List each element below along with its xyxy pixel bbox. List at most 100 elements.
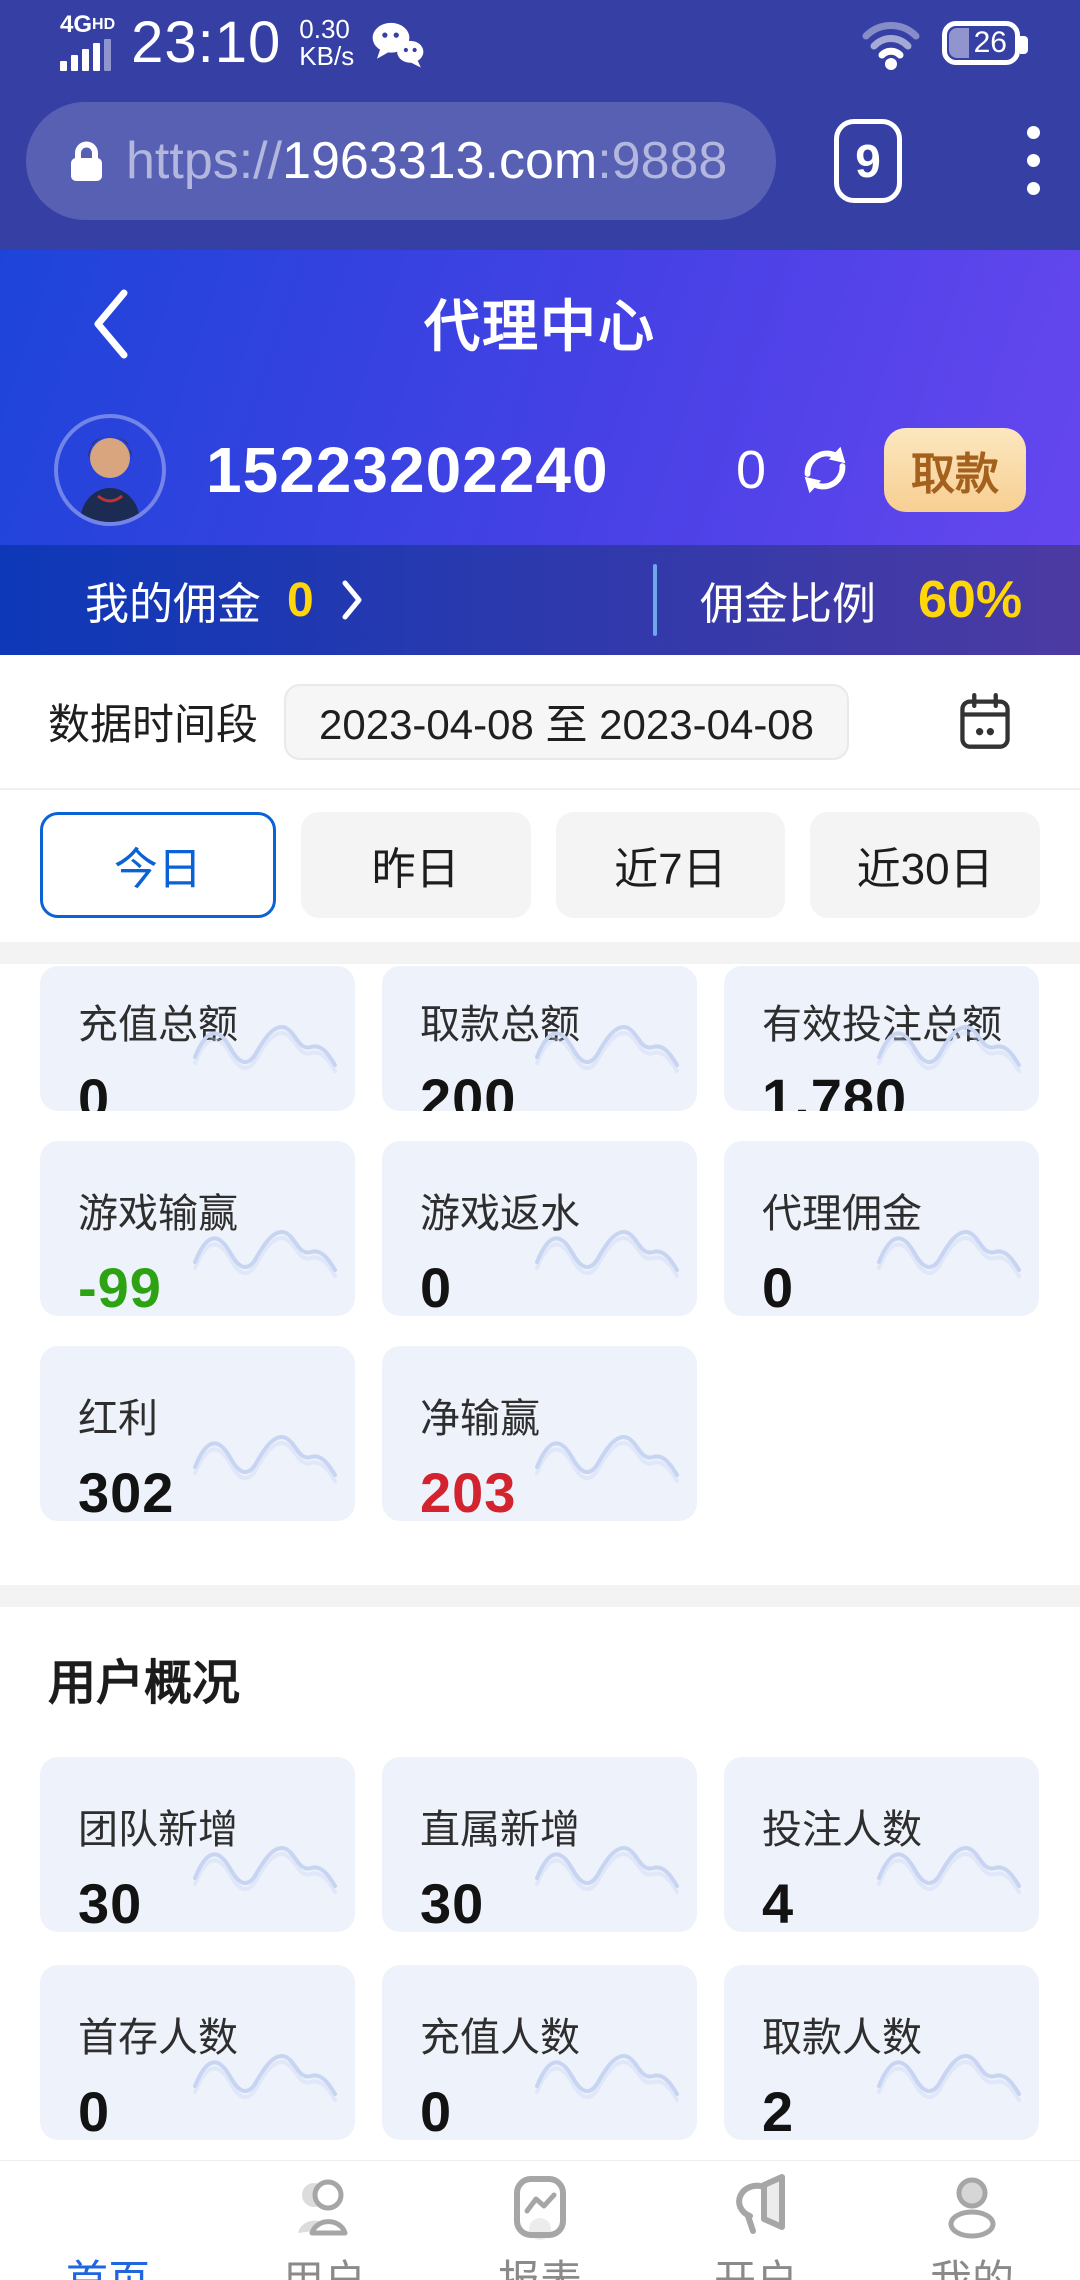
browser-menu-button[interactable] (1021, 120, 1046, 201)
stat-value: 200 (420, 1067, 517, 1111)
nav-label: 开户 (714, 2247, 798, 2280)
nav-home[interactable]: 首页 (0, 2161, 216, 2280)
person-icon (948, 2177, 996, 2239)
sparkline-decoration (877, 1845, 1021, 1894)
sparkline-decoration (877, 2053, 1021, 2102)
stat-label: 游戏输赢 (78, 1192, 238, 1236)
browser-address-bar: https://1963313.com:9888 9 (0, 85, 1080, 250)
nav-open-account[interactable]: 开户 (648, 2161, 864, 2280)
nav-reports[interactable]: 报表 (432, 2161, 648, 2280)
user-overview-grid: 团队新增 30 直属新增 30 投注人数 4 首存人数 0 充值人数 0 取款人… (0, 1757, 1080, 2140)
my-commission-entry[interactable]: 我的佣金 0 (0, 568, 364, 632)
sparkline-decoration (535, 2053, 679, 2102)
stat-label: 团队新增 (78, 1808, 238, 1852)
stat-card: 代理佣金 0 (724, 1141, 1039, 1316)
date-filter-row: 数据时间段 2023-04-08 至 2023-04-08 (0, 655, 1080, 790)
date-range-input[interactable]: 2023-04-08 至 2023-04-08 (284, 683, 850, 760)
avatar-image (58, 418, 162, 522)
stat-card: 游戏输赢 -99 (40, 1141, 355, 1316)
stat-label: 净输赢 (420, 1397, 540, 1441)
stat-card: 取款人数 2 (724, 1965, 1039, 2140)
stat-label: 首存人数 (78, 2016, 238, 2060)
account-phone-number: 15223202240 (206, 434, 609, 506)
network-type-label: 4G (60, 11, 93, 38)
nav-users[interactable]: 用户 (216, 2161, 432, 2280)
sparkline-decoration (535, 1024, 679, 1073)
sparkline-decoration (877, 1229, 1021, 1278)
balance-value: 0 (735, 440, 766, 500)
stat-card: 直属新增 30 (382, 1757, 697, 1932)
stat-value: 2 (762, 2080, 795, 2140)
hd-badge: HD (92, 16, 116, 33)
withdraw-button[interactable]: 取款 (884, 428, 1026, 512)
tab-last30days[interactable]: 近30日 (810, 812, 1040, 918)
stat-value: 4 (762, 1872, 795, 1932)
stat-card: 充值总额 0 (40, 966, 355, 1111)
stat-label: 游戏返水 (420, 1192, 580, 1236)
wechat-icon (372, 22, 424, 67)
sparkline-decoration (877, 1024, 1021, 1073)
sparkline-decoration (535, 1434, 679, 1483)
tab-today[interactable]: 今日 (40, 812, 276, 918)
section-divider (0, 942, 1080, 964)
title-bar: 代理中心 (0, 250, 1080, 395)
stat-label: 取款人数 (762, 2016, 922, 2060)
avatar[interactable] (54, 414, 166, 526)
commission-ratio: 佣金比例 60% (700, 568, 1022, 632)
url-text: https://1963313.com:9888 (126, 131, 727, 191)
cellular-signal-icon: 4GHD (60, 11, 116, 71)
battery-icon: 26 (942, 20, 1028, 65)
battery-percent: 26 (973, 25, 1007, 59)
refresh-icon[interactable] (794, 439, 856, 501)
stat-value: 1,780 (762, 1067, 908, 1111)
tab-last7days[interactable]: 近7日 (555, 812, 786, 918)
stat-label: 红利 (78, 1397, 158, 1441)
sparkline-decoration (193, 2053, 337, 2102)
stat-label: 直属新增 (420, 1808, 580, 1852)
stat-label: 充值人数 (420, 2016, 580, 2060)
stats-grid: 充值总额 0 取款总额 200 有效投注总额 1,780 游戏输赢 -99 游戏… (0, 964, 1080, 1521)
stat-value: 203 (420, 1461, 517, 1521)
date-filter-label: 数据时间段 (48, 701, 259, 748)
stat-value: 302 (78, 1461, 175, 1521)
clock: 23:10 (131, 10, 282, 75)
tab-yesterday[interactable]: 昨日 (300, 812, 531, 918)
stat-value: 0 (762, 1256, 795, 1316)
sparkline-decoration (193, 1845, 337, 1894)
nav-label: 报表 (498, 2247, 582, 2280)
stat-card: 首存人数 0 (40, 1965, 355, 2140)
stat-card: 投注人数 4 (724, 1757, 1039, 1932)
profile-row: 15223202240 0 取款 (0, 395, 1080, 545)
network-speed: 0.30 KB/s (299, 15, 355, 71)
back-button[interactable] (88, 286, 134, 362)
bottom-nav: 首页 用户 报表 开户 (0, 2160, 1080, 2280)
nav-label: 我的 (930, 2247, 1014, 2280)
user-overview-title: 用户概况 (0, 1607, 1080, 1757)
nav-mine[interactable]: 我的 (864, 2161, 1080, 2280)
sparkline-decoration (193, 1434, 337, 1483)
stat-card: 团队新增 30 (40, 1757, 355, 1932)
stat-card: 有效投注总额 1,780 (724, 966, 1039, 1111)
wifi-icon (862, 21, 920, 70)
stat-value: 30 (78, 1872, 143, 1932)
url-field[interactable]: https://1963313.com:9888 (26, 101, 776, 220)
speed-unit: KB/s (299, 40, 355, 71)
chevron-right-icon (342, 580, 362, 620)
calendar-icon[interactable] (958, 692, 1012, 751)
stat-card: 充值人数 0 (382, 1965, 697, 2140)
commission-band: 我的佣金 0 佣金比例 60% (0, 545, 1080, 655)
date-range-tabs: 今日 昨日 近7日 近30日 (0, 790, 1080, 942)
my-commission-value: 0 (287, 573, 314, 627)
status-bar: 4GHD 23:10 0.30 KB/s 26 (0, 0, 1080, 85)
commission-ratio-value: 60% (918, 571, 1023, 629)
stat-label: 有效投注总额 (762, 1003, 1002, 1047)
stat-card: 净输赢 203 (382, 1346, 697, 1521)
commission-ratio-label: 佣金比例 (700, 580, 876, 629)
stat-value: 30 (420, 1872, 485, 1932)
stat-value: 0 (420, 2080, 453, 2140)
stat-label: 投注人数 (762, 1808, 922, 1852)
stat-label: 代理佣金 (762, 1192, 922, 1236)
section-divider (0, 1585, 1080, 1607)
tab-count-button[interactable]: 9 (834, 118, 902, 203)
